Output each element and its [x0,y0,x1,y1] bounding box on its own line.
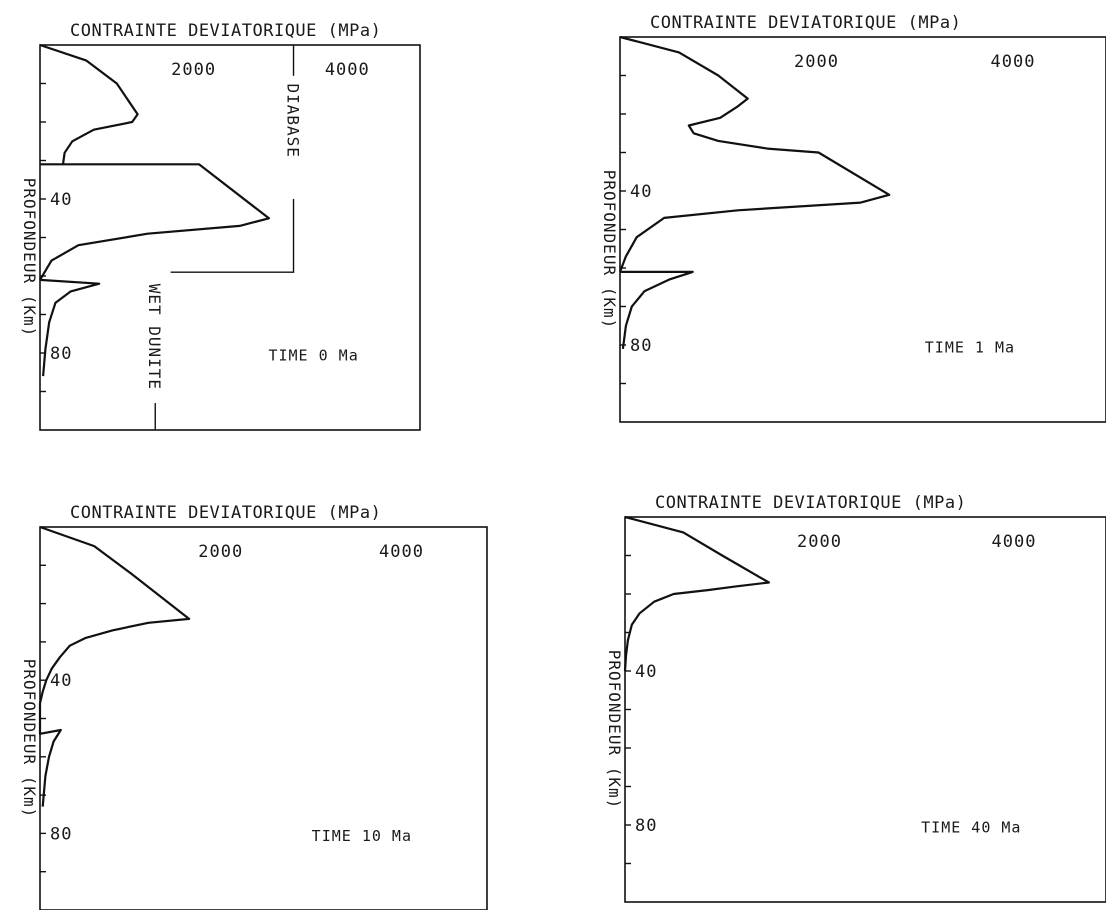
y-tick-label: 80 [635,816,657,836]
chart-title: CONTRAINTE DEVIATORIQUE (MPa) [70,503,381,523]
x-tick-label: 4000 [992,532,1037,552]
y-tick-label: 80 [50,344,72,364]
chart-panel-4: CONTRAINTE DEVIATORIQUE (MPa) PROFONDEUR … [605,493,1106,903]
time-annotation: TIME 1 Ma [925,339,1015,357]
y-axis-label: PROFONDEUR (Km) [605,650,624,810]
stress-curve-1 [623,515,771,672]
y-axis-label: PROFONDEUR (Km) [600,170,619,330]
stress-curve-2 [39,163,270,281]
chart-panel-2: CONTRAINTE DEVIATORIQUE (MPa) PROFONDEUR … [600,13,1106,423]
stress-curve-2 [38,703,62,807]
stress-curve-3 [39,278,101,377]
x-tick-label: 4000 [325,60,370,80]
y-tick-label: 40 [50,671,72,691]
time-annotation: TIME 10 Ma [312,827,412,845]
chart-panel-1: CONTRAINTE DEVIATORIQUE (MPa) PROFONDEUR … [20,21,421,431]
x-tick-label: 4000 [379,542,424,562]
layer-label-diabase: DIABASE [284,84,303,158]
plot-frame [624,516,1106,903]
plot-frame [39,44,421,431]
chart-title: CONTRAINTE DEVIATORIQUE (MPa) [70,21,381,41]
y-tick-label: 40 [635,662,657,682]
y-tick-label: 40 [50,190,72,210]
layer-label-wet-dunite: WET DUNITE [145,284,164,390]
time-annotation: TIME 40 Ma [921,819,1021,837]
y-axis-label: PROFONDEUR (Km) [20,178,39,338]
x-tick-label: 2000 [171,60,216,80]
y-tick-label: 80 [630,336,652,356]
y-axis-label: PROFONDEUR (Km) [20,659,39,819]
chart-title: CONTRAINTE DEVIATORIQUE (MPa) [650,13,961,33]
diabase-leader-bottom [170,199,295,273]
y-tick-label: 80 [50,824,72,844]
stress-curve-1 [38,525,191,704]
chart-title: CONTRAINTE DEVIATORIQUE (MPa) [655,493,966,513]
x-tick-label: 4000 [991,52,1036,72]
plot-frame [39,526,488,910]
plot-frame [619,36,1106,423]
x-tick-label: 2000 [794,52,839,72]
time-annotation: TIME 0 Ma [268,347,358,365]
stress-curve-1 [618,35,891,273]
x-tick-label: 2000 [797,532,842,552]
stress-curve-2 [620,270,694,350]
y-tick-label: 40 [630,182,652,202]
stress-curve-1 [39,43,139,165]
chart-panel-3: CONTRAINTE DEVIATORIQUE (MPa) PROFONDEUR … [20,503,488,910]
x-tick-label: 2000 [198,542,243,562]
